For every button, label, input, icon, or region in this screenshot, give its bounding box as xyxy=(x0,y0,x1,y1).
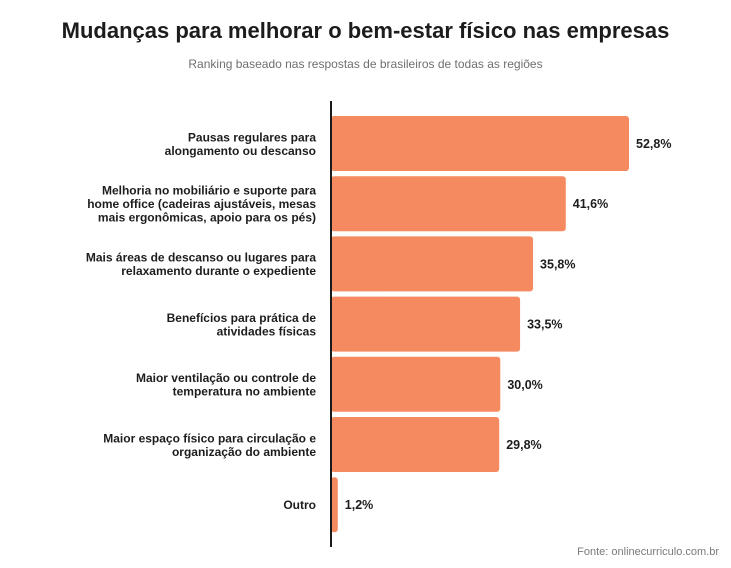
bar-4 xyxy=(331,296,521,352)
category-label-5: Maior ventilação ou controle de temperatu… xyxy=(136,371,316,399)
category-label-1: Pausas regulares para alongamento ou desc… xyxy=(165,130,317,158)
chart-title: Mudanças para melhorar o bem-estar físic… xyxy=(61,18,670,43)
value-label-4: 33,5% xyxy=(527,318,562,332)
bar-3 xyxy=(331,236,534,292)
category-label-6: Maior espaço físico para circulação e org… xyxy=(103,431,316,459)
value-label-7: 1,2% xyxy=(345,498,374,512)
value-label-5: 30,0% xyxy=(507,378,542,392)
value-label-2: 41,6% xyxy=(573,197,608,211)
value-label-3: 35,8% xyxy=(540,257,575,271)
category-label-4: Benefícios para prática de atividades fís… xyxy=(167,311,317,339)
value-label-1: 52,8% xyxy=(636,137,671,151)
bar-5 xyxy=(331,356,501,412)
bar-1 xyxy=(331,116,629,171)
source-note: Fonte: onlinecurriculo.com.br xyxy=(577,546,719,558)
bar-7 xyxy=(331,477,338,533)
category-label-3: Mais áreas de descanso ou lugares para re… xyxy=(86,251,316,279)
bar-2 xyxy=(331,176,566,232)
category-label-2: Melhoria no mobiliário e suporte para hom… xyxy=(87,184,316,225)
category-label-7: Outro xyxy=(283,498,316,512)
value-label-6: 29,8% xyxy=(506,438,541,452)
bar-6 xyxy=(331,417,500,472)
chart-subtitle: Ranking baseado nas respostas de brasile… xyxy=(188,57,543,71)
